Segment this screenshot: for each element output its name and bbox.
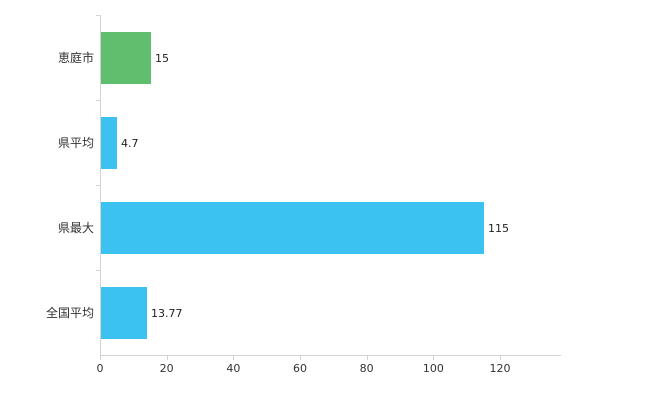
- y-axis-tick: [96, 15, 100, 16]
- x-axis-tick: [233, 356, 235, 360]
- category-label: 県平均: [57, 135, 94, 150]
- bar-1: [101, 31, 151, 84]
- x-tick-label: 60: [293, 362, 307, 375]
- category-label: 全国平均: [45, 305, 94, 320]
- y-axis-tick: [96, 270, 100, 271]
- x-tick-label: 100: [422, 362, 444, 375]
- x-tick-label: 20: [159, 362, 174, 375]
- bar-row: 15: [101, 31, 561, 84]
- x-axis-tick: [100, 356, 101, 360]
- y-axis-tick: [96, 185, 100, 186]
- x-tick-label: 120: [489, 362, 511, 375]
- x-tick-label: 80: [359, 362, 374, 375]
- category-label: 恵庭市: [57, 50, 94, 65]
- x-axis-tick: [166, 356, 168, 360]
- bar-2: [101, 116, 117, 169]
- y-axis-tick: [96, 100, 100, 101]
- bar-value-label: 115: [488, 221, 509, 235]
- bar-4: [101, 286, 147, 339]
- plot-area: 15 4.7 115 13.77: [100, 15, 561, 356]
- category-label: 県最大: [57, 220, 94, 235]
- x-axis-tick: [300, 356, 301, 360]
- bar-value-label: 15: [155, 51, 169, 65]
- x-tick-label: 40: [226, 362, 241, 375]
- bar-row: 4.7: [101, 116, 561, 169]
- bar-value-label: 13.77: [151, 306, 183, 320]
- x-tick-label: 0: [96, 362, 104, 375]
- bar-3: [101, 201, 484, 254]
- bar-value-label: 4.7: [121, 136, 139, 150]
- x-axis-tick: [500, 356, 501, 360]
- bar-row: 115: [101, 201, 561, 254]
- x-axis-tick: [366, 356, 368, 360]
- bar-row: 13.77: [101, 286, 561, 339]
- x-axis-tick: [433, 356, 435, 360]
